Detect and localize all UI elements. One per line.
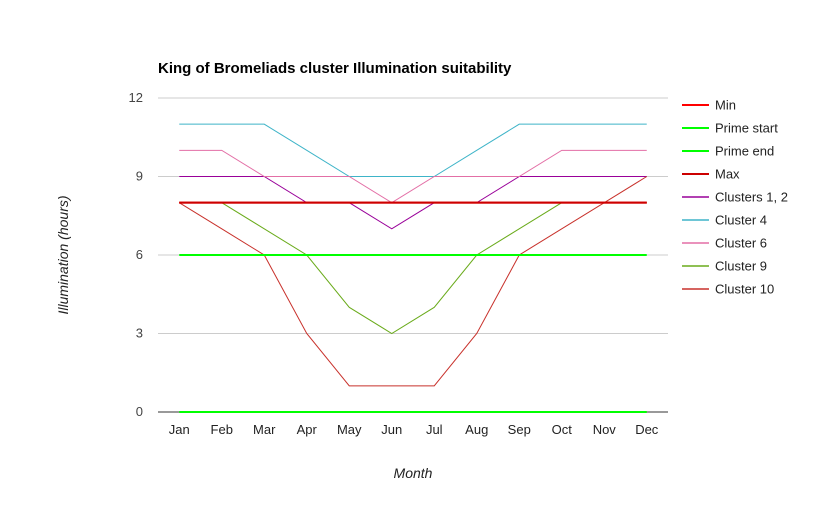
legend-item: Cluster 9 bbox=[682, 259, 767, 274]
legend-label: Prime start bbox=[715, 121, 778, 136]
x-tick-label: Nov bbox=[593, 422, 617, 437]
legend-item: Cluster 10 bbox=[682, 282, 774, 297]
x-tick-label: May bbox=[337, 422, 362, 437]
x-tick-label: Jul bbox=[426, 422, 443, 437]
legend-item: Prime end bbox=[682, 144, 774, 159]
series-line bbox=[179, 149, 647, 204]
legend-label: Cluster 10 bbox=[715, 282, 774, 297]
y-tick-label: 12 bbox=[129, 90, 143, 105]
legend-label: Cluster 6 bbox=[715, 236, 767, 251]
chart-title: King of Bromeliads cluster Illumination … bbox=[158, 60, 512, 77]
legend-label: Prime end bbox=[715, 144, 774, 159]
legend-label: Clusters 1, 2 bbox=[715, 190, 788, 205]
y-axis-ticks: 0 3 6 9 12 bbox=[129, 90, 143, 419]
x-tick-label: Feb bbox=[211, 422, 233, 437]
x-tick-label: Jan bbox=[169, 422, 190, 437]
legend-label: Min bbox=[715, 98, 736, 113]
legend-item: Prime start bbox=[682, 121, 778, 136]
x-tick-label: Aug bbox=[465, 422, 488, 437]
series-line bbox=[179, 123, 647, 177]
y-axis-label: Illumination (hours) bbox=[55, 195, 71, 314]
y-tick-label: 3 bbox=[136, 326, 143, 341]
series-line bbox=[179, 202, 647, 335]
x-tick-label: Oct bbox=[552, 422, 573, 437]
series-line bbox=[178, 176, 648, 387]
legend-item: Cluster 4 bbox=[682, 213, 767, 228]
legend: Min Prime start Prime end Max Clusters 1, 2 C… bbox=[682, 98, 788, 297]
legend-item: Cluster 6 bbox=[682, 236, 767, 251]
series-line bbox=[179, 176, 647, 230]
x-tick-label: Dec bbox=[635, 422, 659, 437]
legend-item: Min bbox=[682, 98, 736, 113]
y-tick-label: 0 bbox=[136, 404, 143, 419]
x-axis-label: Month bbox=[394, 465, 433, 481]
legend-item: Max bbox=[682, 167, 740, 182]
legend-item: Clusters 1, 2 bbox=[682, 190, 788, 205]
legend-label: Cluster 9 bbox=[715, 259, 767, 274]
y-tick-label: 9 bbox=[136, 169, 143, 184]
y-tick-label: 6 bbox=[136, 247, 143, 262]
x-axis-ticks: Jan Feb Mar Apr May Jun Jul Aug Sep Oct Nov Dec bbox=[169, 422, 659, 437]
x-tick-label: Sep bbox=[508, 422, 531, 437]
series-lines bbox=[178, 123, 648, 413]
x-tick-label: Jun bbox=[381, 422, 402, 437]
x-tick-label: Apr bbox=[297, 422, 318, 437]
x-tick-label: Mar bbox=[253, 422, 276, 437]
legend-label: Cluster 4 bbox=[715, 213, 767, 228]
legend-label: Max bbox=[715, 167, 740, 182]
